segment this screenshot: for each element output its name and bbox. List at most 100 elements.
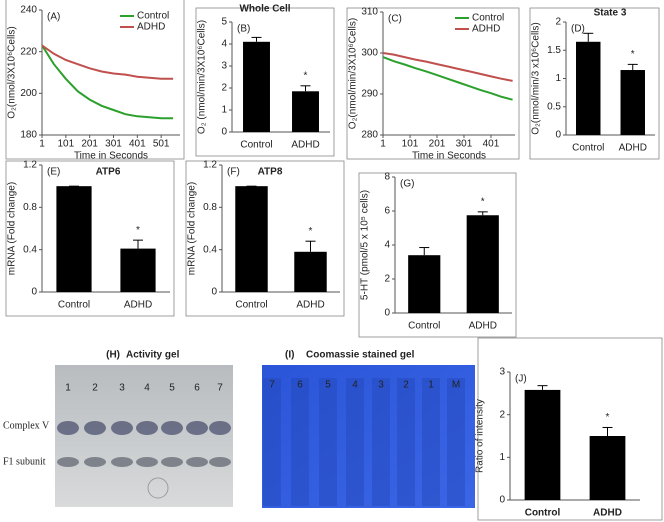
lane-label: 1	[65, 383, 71, 394]
y-tick-label: 0.5	[547, 101, 561, 112]
bar	[466, 215, 499, 313]
bar	[524, 389, 561, 500]
significance-mark: *	[481, 196, 485, 207]
y-axis-label: mRNA (Fold change)	[7, 182, 18, 275]
y-tick-label: 4	[384, 240, 390, 251]
x-tick-label: Control	[525, 508, 561, 519]
line-series	[382, 52, 513, 82]
y-tick-label: 0	[555, 130, 561, 141]
gel-band	[186, 421, 208, 435]
x-tick-label: 101	[402, 139, 419, 150]
gel-lane	[291, 378, 309, 506]
line-series	[41, 44, 174, 120]
y-tick-label: 200	[20, 88, 37, 99]
y-tick-label: 220	[20, 46, 37, 57]
y-axis-label: O₂ (nmol/min/3X10⁶Cells)	[197, 20, 208, 134]
x-tick-label: 101	[57, 139, 74, 150]
y-tick-label: 4	[221, 39, 227, 50]
gel-band	[186, 457, 208, 467]
panel-frame	[5, 0, 185, 160]
gel-lane	[397, 378, 415, 506]
lane-label: 1	[428, 380, 434, 391]
bar	[589, 436, 626, 500]
gel-lane	[447, 378, 465, 506]
gel-band	[136, 457, 158, 467]
y-tick-label: 1	[499, 452, 505, 463]
y-axis-label: mRNA (Fold change)	[187, 182, 198, 275]
y-axis-label: O₂(nmol/min/3X10⁶Cells)	[348, 18, 359, 129]
x-tick-label: 1	[39, 139, 45, 150]
lane-label: 7	[217, 383, 223, 394]
panel-frame	[358, 172, 517, 338]
gel-lane	[346, 378, 364, 506]
y-tick-label: 0	[221, 127, 227, 138]
x-tick-label: 201	[81, 139, 98, 150]
lane-label: M	[452, 380, 460, 391]
y-tick-label: 1.5	[547, 45, 561, 56]
gel-band	[161, 421, 183, 435]
lane-label: 3	[378, 380, 384, 391]
bar	[235, 186, 268, 292]
lane-label: 6	[297, 380, 303, 391]
lane-label: 2	[403, 380, 409, 391]
gel-image	[55, 365, 233, 507]
panel-label: (E)	[47, 167, 60, 178]
x-tick-label: ADHD	[469, 321, 497, 332]
y-tick-label: 0	[499, 495, 505, 506]
y-tick-label: 2	[555, 17, 561, 28]
lane-label: 3	[119, 383, 125, 394]
panel-frame	[346, 7, 520, 160]
gel-band	[111, 421, 133, 435]
legend-label: ADHD	[472, 24, 500, 35]
panel-label: (A)	[47, 12, 60, 23]
legend-label: Control	[472, 13, 504, 24]
y-tick-label: 0	[384, 308, 390, 319]
lane-label: 4	[352, 380, 358, 391]
y-tick-label: 0.8	[23, 202, 37, 213]
bar	[576, 41, 601, 135]
lane-label: 7	[269, 380, 275, 391]
gel-artifact	[147, 477, 169, 499]
gel-band	[111, 457, 133, 467]
significance-mark: *	[309, 226, 313, 237]
panel-title: ATP8	[258, 167, 283, 178]
x-tick-label: Control	[572, 143, 604, 154]
gel-band	[209, 421, 231, 435]
y-tick-label: 300	[361, 48, 378, 59]
y-tick-label: 280	[361, 130, 378, 141]
panel-label: (C)	[388, 14, 402, 25]
gel-band	[57, 457, 79, 467]
gel-band	[84, 421, 106, 435]
x-tick-label: 401	[483, 139, 500, 150]
bar	[294, 251, 327, 292]
x-tick-label: ADHD	[296, 300, 324, 311]
gel-lane	[422, 378, 440, 506]
significance-mark: *	[631, 49, 635, 60]
line-series	[382, 56, 513, 101]
y-tick-label: 1.2	[203, 160, 217, 171]
y-tick-label: 0	[211, 287, 217, 298]
y-tick-label: 0.4	[203, 244, 217, 255]
y-axis-label: O₂(nmol/min/3 x10⁶Cells)	[531, 22, 542, 134]
x-axis-label: Time in Seconds	[74, 151, 148, 162]
gel-band	[136, 421, 158, 435]
panel-frame	[195, 7, 335, 157]
y-tick-label: 290	[361, 89, 378, 100]
y-tick-label: 1	[555, 73, 561, 84]
gel-band	[209, 457, 231, 467]
bar	[620, 70, 645, 135]
y-tick-label: 6	[384, 206, 390, 217]
y-tick-label: 240	[20, 5, 37, 16]
x-tick-label: 301	[105, 139, 122, 150]
bar	[292, 91, 319, 132]
x-tick-label: Control	[408, 321, 440, 332]
band-label: F1 subunit	[3, 456, 46, 467]
gel-title: Activity gel	[126, 350, 180, 361]
x-tick-label: 501	[153, 139, 170, 150]
panel-frame	[529, 7, 660, 160]
lane-label: 6	[194, 383, 200, 394]
x-tick-label: ADHD	[124, 300, 152, 311]
gel-title: (I)	[285, 350, 294, 361]
gel-band	[84, 457, 106, 467]
